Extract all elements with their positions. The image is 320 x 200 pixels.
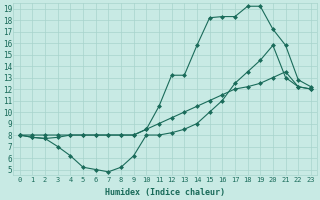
X-axis label: Humidex (Indice chaleur): Humidex (Indice chaleur)	[105, 188, 225, 197]
